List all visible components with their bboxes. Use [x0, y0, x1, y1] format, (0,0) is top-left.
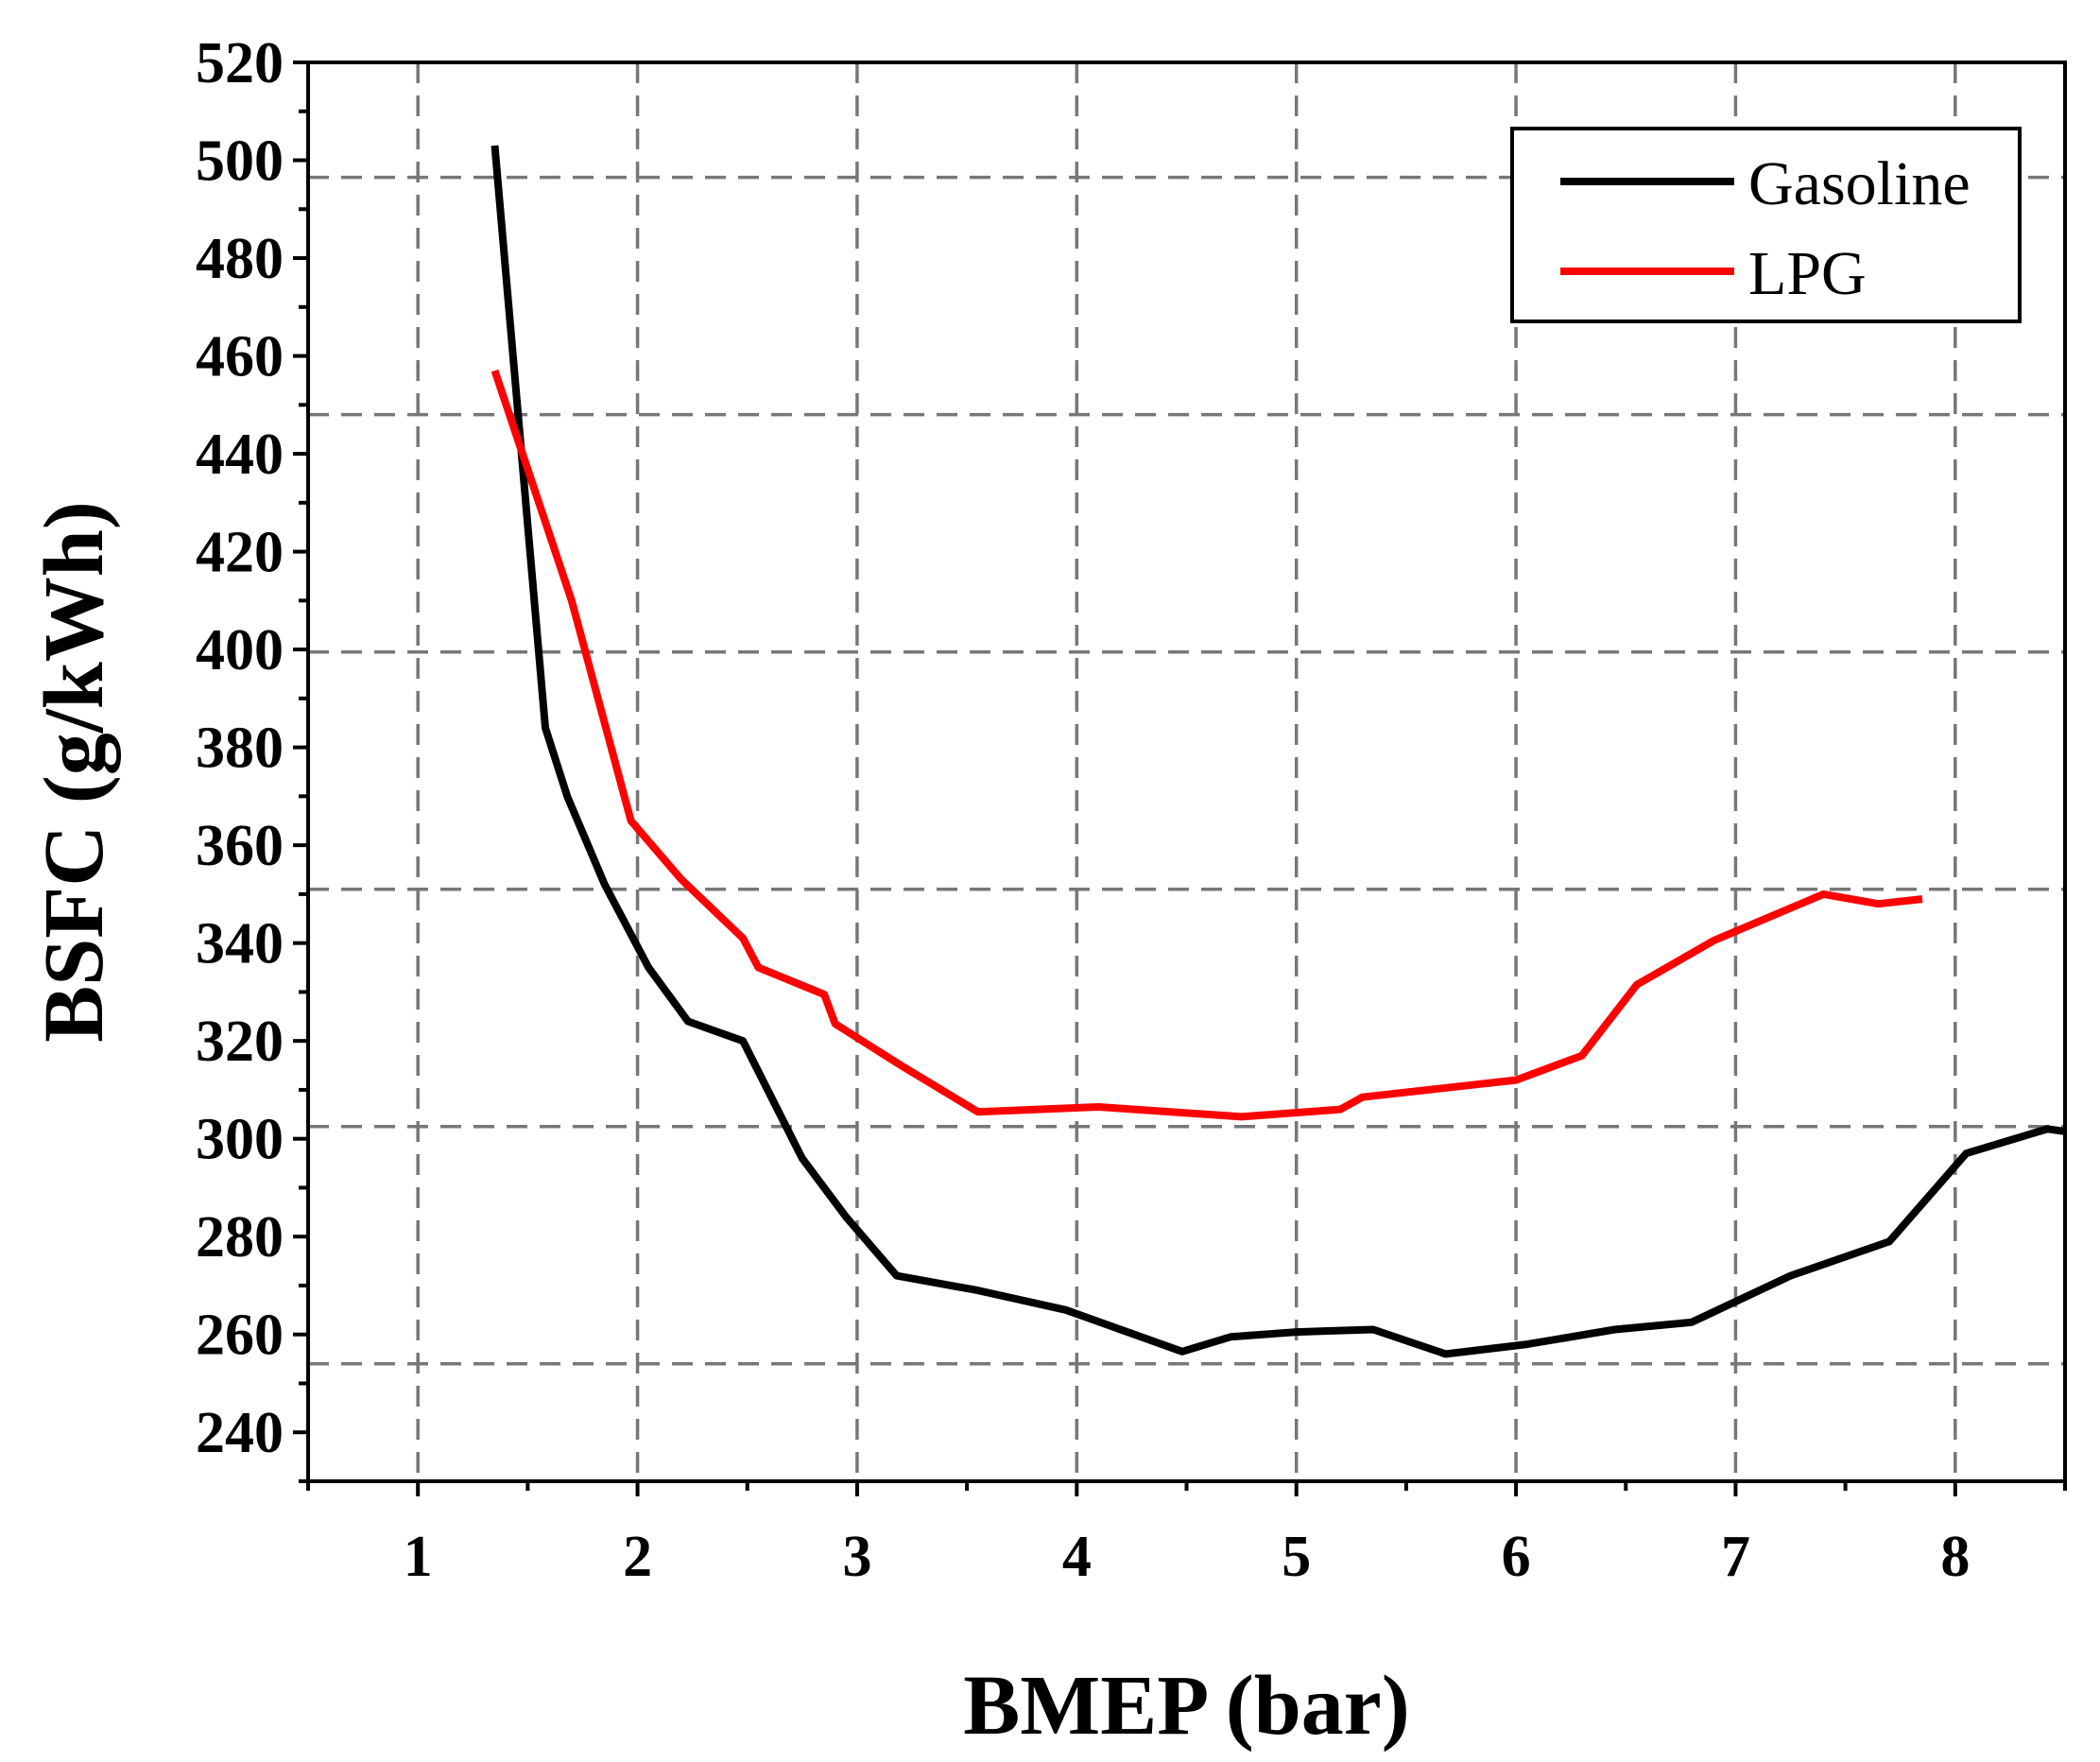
y-tick-label: 380	[196, 717, 284, 781]
y-tick-label: 400	[196, 618, 284, 682]
y-tick-label: 280	[196, 1205, 284, 1270]
x-tick-label: 3	[842, 1525, 871, 1589]
grid-lines	[308, 62, 2065, 1481]
series-line-gasoline	[491, 145, 2066, 1358]
y-tick-label: 340	[196, 912, 284, 976]
x-axis-title: BMEP (bar)	[963, 1659, 1409, 1753]
legend: Gasoline LPG	[1510, 127, 2022, 323]
y-tick-label: 480	[196, 227, 284, 291]
y-tick-label: 320	[196, 1010, 284, 1074]
x-tick-label: 2	[623, 1525, 652, 1589]
y-tick-label: 500	[196, 130, 284, 194]
x-tick-label: 1	[404, 1525, 433, 1589]
data-series	[491, 145, 2066, 1358]
y-tick-label: 300	[196, 1108, 284, 1172]
x-tick-label: 6	[1502, 1525, 1531, 1589]
x-tick-label: 4	[1062, 1525, 1092, 1589]
legend-label-gasoline: Gasoline	[1748, 149, 1971, 218]
y-tick-label: 440	[196, 423, 284, 487]
y-tick-label: 460	[196, 325, 284, 389]
axis-ticks: 1 2 3 4 5 6 7 8 240 260 280 300 320 340 360 380 400 420 44…	[196, 31, 2067, 1589]
series-line-lpg	[491, 369, 1923, 1121]
x-tick-label: 5	[1282, 1525, 1311, 1589]
y-tick-label: 360	[196, 814, 284, 878]
x-tick-label: 7	[1721, 1525, 1750, 1589]
y-tick-label: 240	[196, 1401, 284, 1465]
y-axis-title: BSFC (g/kWh)	[27, 501, 121, 1043]
y-tick-label: 260	[196, 1304, 284, 1368]
legend-box	[1510, 127, 2022, 323]
y-tick-label: 520	[196, 31, 284, 95]
y-tick-label: 420	[196, 521, 284, 585]
legend-label-lpg: LPG	[1748, 239, 1867, 308]
x-tick-label: 8	[1940, 1525, 1970, 1589]
